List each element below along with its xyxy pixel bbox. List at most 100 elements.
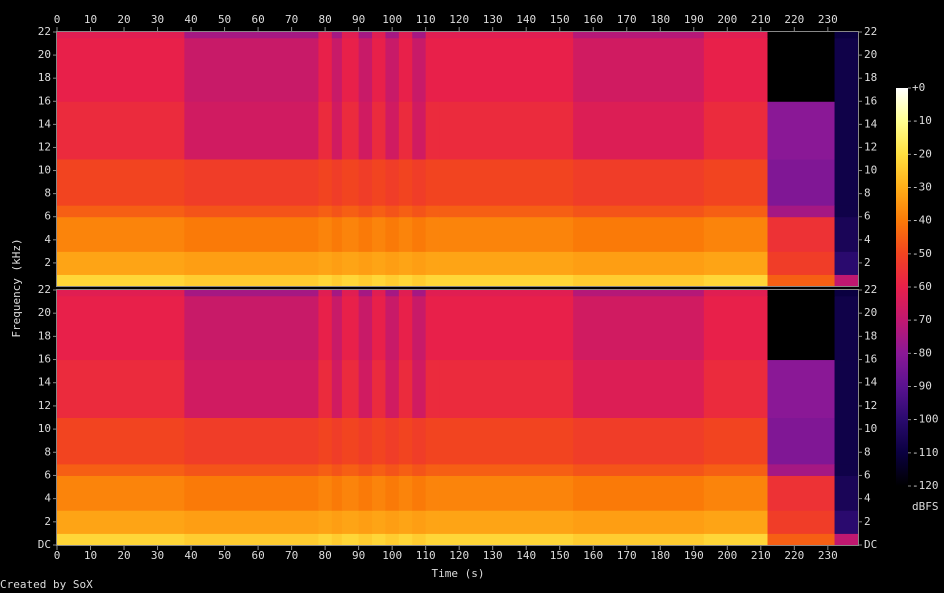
x-axis-label: Time (s) <box>432 567 485 580</box>
y-tick-label: 10 <box>38 164 51 177</box>
cell <box>341 216 360 252</box>
x-tick-label: 170 <box>617 549 637 562</box>
cell <box>767 359 836 418</box>
cell <box>834 359 859 418</box>
colorbar-tick-label: -20 <box>912 147 932 160</box>
y-axis-label: Frequency (kHz) <box>10 238 23 337</box>
cell <box>573 290 705 297</box>
y-tick-label: 6 <box>864 468 871 481</box>
cell <box>184 510 319 534</box>
cell <box>398 32 413 39</box>
cell <box>412 101 427 160</box>
colorbar-tick-label: -60 <box>912 280 932 293</box>
cell <box>425 251 440 275</box>
x-tick-label: 110 <box>416 13 436 26</box>
cell <box>439 216 574 252</box>
y-tick-label: 18 <box>864 71 877 84</box>
cell <box>57 216 185 252</box>
cell <box>341 417 360 465</box>
cell <box>398 475 413 511</box>
y-tick-label: 10 <box>864 164 877 177</box>
cell <box>184 101 319 160</box>
y-tick-label: 20 <box>38 48 51 61</box>
cell <box>318 216 333 252</box>
cell <box>318 510 333 534</box>
cell <box>412 533 427 546</box>
y-tick-label: 4 <box>864 233 871 246</box>
cell <box>184 205 319 218</box>
cell <box>385 101 400 160</box>
cell <box>425 274 440 287</box>
cell <box>425 290 440 297</box>
x-tick-label: 20 <box>117 13 130 26</box>
colorbar-tick-label: -100 <box>912 413 939 426</box>
cell <box>412 510 427 534</box>
cell <box>57 359 185 418</box>
cell <box>573 274 705 287</box>
cell <box>385 510 400 534</box>
colorbar-tick-label: -50 <box>912 247 932 260</box>
cell <box>184 32 319 39</box>
cell <box>767 216 836 252</box>
cell <box>767 295 836 361</box>
cell <box>439 463 574 476</box>
y-tick-label: 2 <box>44 256 51 269</box>
x-tick-label: 60 <box>251 13 264 26</box>
cell <box>703 205 769 218</box>
cell <box>385 295 400 361</box>
cell <box>341 101 360 160</box>
cell <box>703 251 769 275</box>
cell <box>318 159 333 206</box>
cell <box>331 37 343 102</box>
cell <box>385 475 400 511</box>
cell <box>372 32 386 39</box>
cell <box>341 533 360 546</box>
cell <box>834 251 859 275</box>
cell <box>767 475 836 511</box>
x-tick-label: 160 <box>583 549 603 562</box>
cell <box>57 32 185 39</box>
cell <box>385 251 400 275</box>
cell <box>184 251 319 275</box>
cell <box>573 533 705 546</box>
cell <box>439 417 574 465</box>
cell <box>341 205 360 218</box>
colorbar-tick-label: -110 <box>912 446 939 459</box>
cell <box>439 101 574 160</box>
cell <box>358 475 373 511</box>
cell <box>573 159 705 206</box>
cell <box>57 37 185 102</box>
cell <box>573 295 705 361</box>
cell <box>398 205 413 218</box>
cell <box>385 159 400 206</box>
cell <box>57 510 185 534</box>
cell <box>331 359 343 418</box>
cell <box>331 463 343 476</box>
cell <box>398 533 413 546</box>
credit: Created by SoX <box>0 578 93 591</box>
cell <box>57 251 185 275</box>
cell <box>57 417 185 465</box>
cell <box>703 359 769 418</box>
x-tick-label: 190 <box>684 549 704 562</box>
x-tick-label: 200 <box>717 549 737 562</box>
cell <box>834 216 859 252</box>
cell <box>834 290 859 297</box>
y-tick-label: 12 <box>864 399 877 412</box>
x-tick-label: 40 <box>184 549 197 562</box>
x-tick-label: 0 <box>54 13 61 26</box>
y-tick-label: 22 <box>38 283 51 296</box>
cell <box>412 475 427 511</box>
cell <box>318 205 333 218</box>
cell <box>372 251 386 275</box>
cell <box>184 463 319 476</box>
cell <box>358 533 373 546</box>
x-tick-label: 120 <box>449 13 469 26</box>
cell <box>331 101 343 160</box>
cell <box>385 205 400 218</box>
cell <box>372 37 386 102</box>
y-tick-label: DC <box>38 538 51 551</box>
colorbar-tick-label: -40 <box>912 214 932 227</box>
x-tick-label: 160 <box>583 13 603 26</box>
